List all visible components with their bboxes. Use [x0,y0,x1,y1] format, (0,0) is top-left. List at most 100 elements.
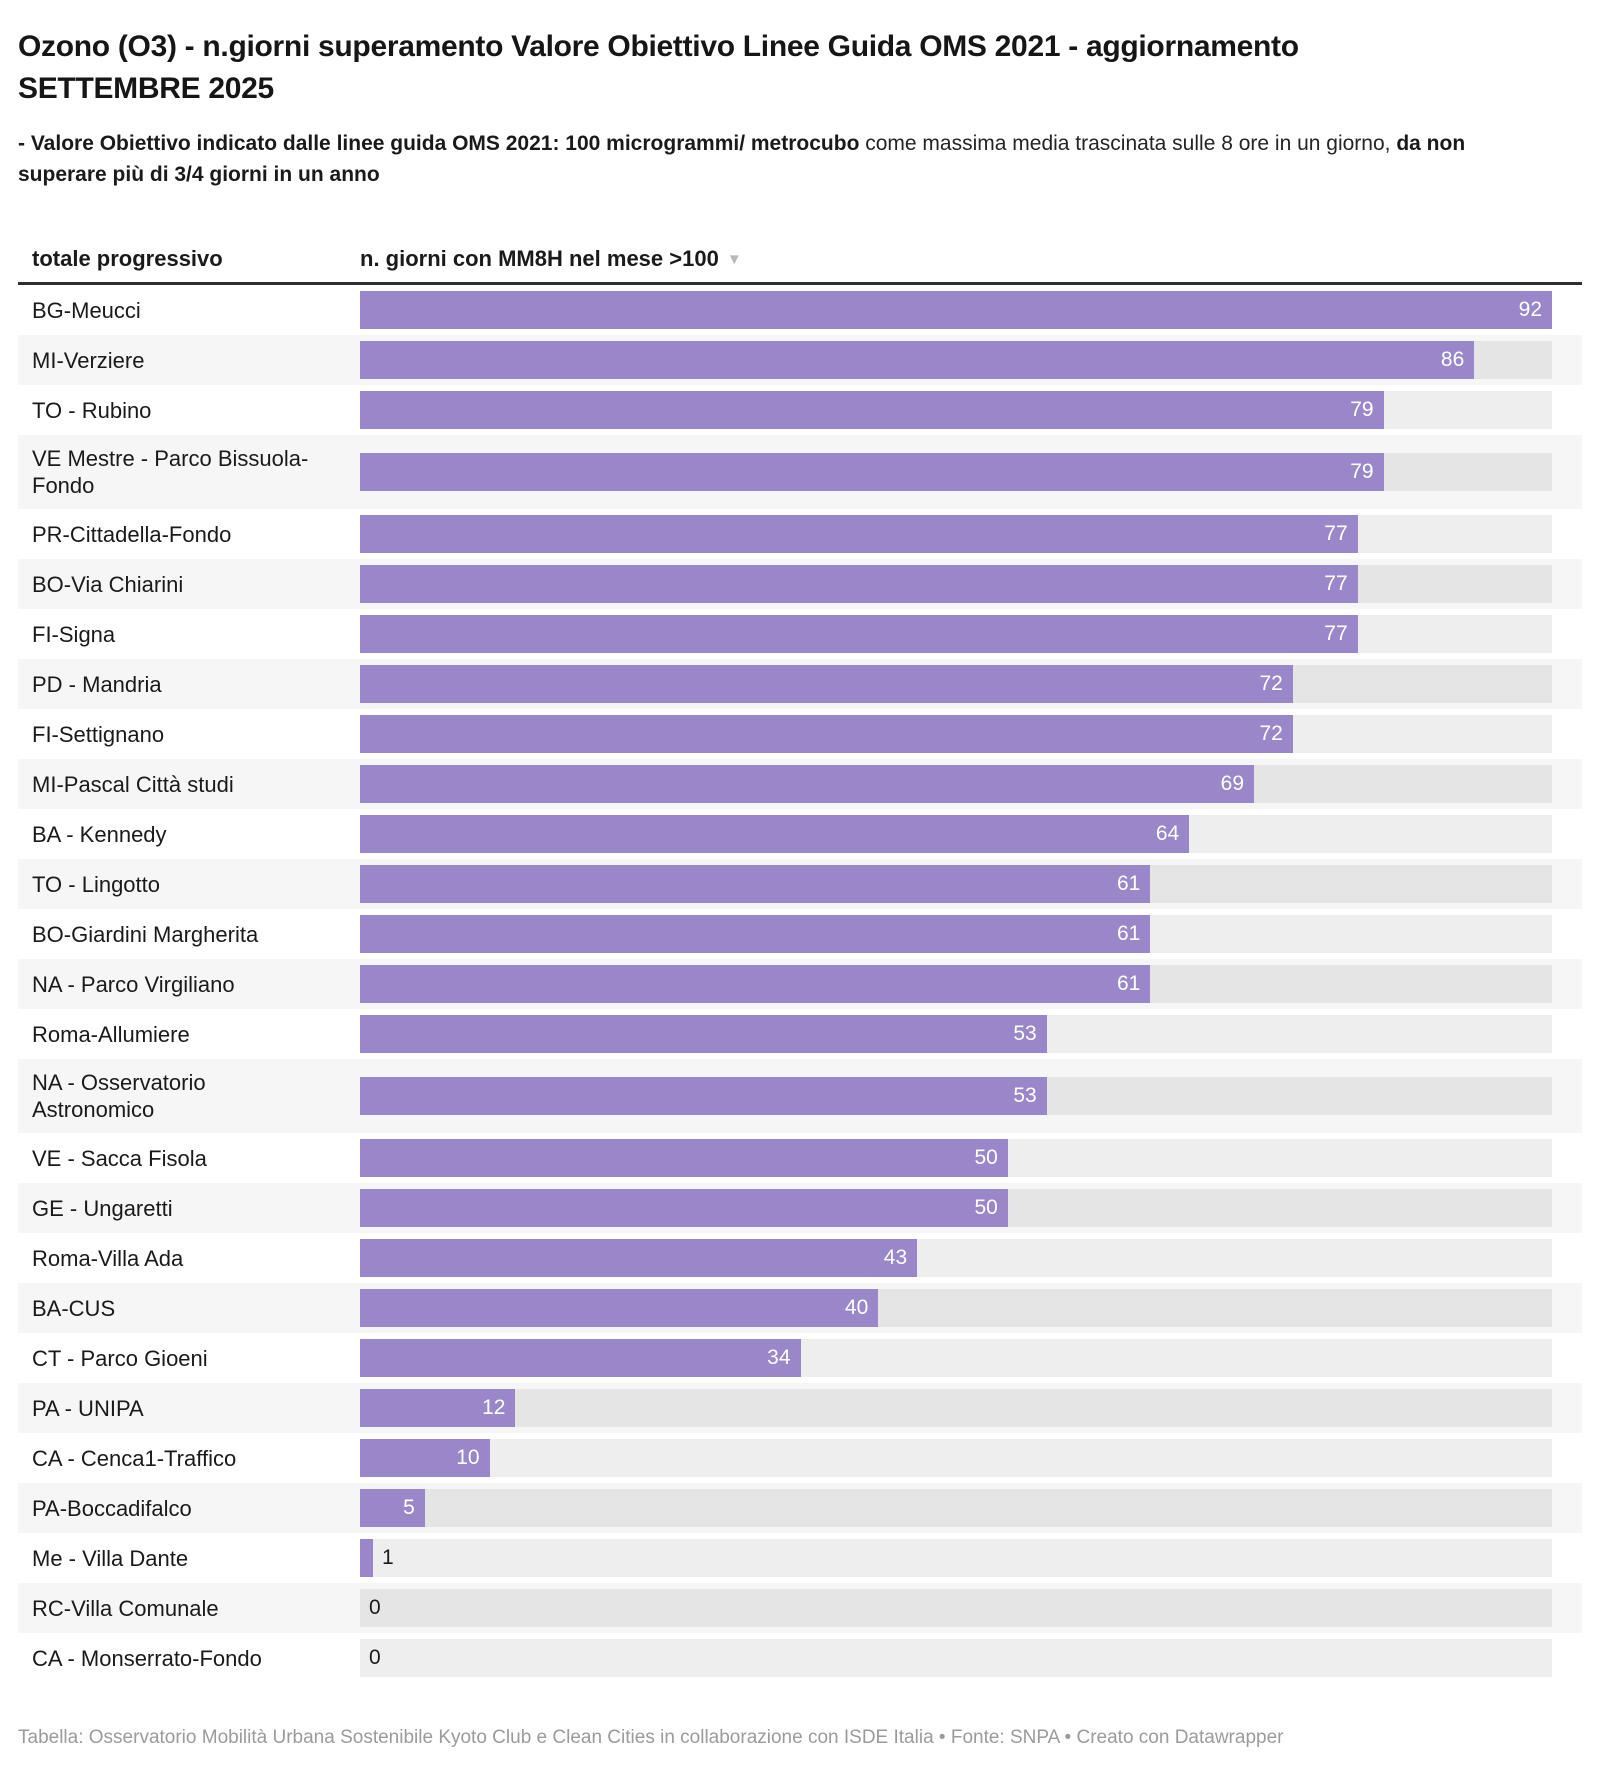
bar-value-label: 69 [1220,772,1244,795]
bar-track: 79 [360,391,1552,429]
station-label: PR-Cittadella-Fondo [32,521,232,547]
bar-track: 0 [360,1639,1552,1677]
table-body: BG-Meucci 92 MI-Verziere 86 TO - Rubino [18,285,1582,1683]
table-row: BA-CUS 40 [18,1283,1582,1333]
bar-cell: 5 [360,1489,1582,1527]
station-label: BO-Giardini Margherita [32,921,259,947]
bar-track: 53 [360,1077,1552,1115]
table-row: VE - Sacca Fisola 50 [18,1133,1582,1183]
column-header-value-sort[interactable]: n. giorni con MM8H nel mese >100 ▼ [360,246,1582,272]
bar: 12 [360,1389,516,1427]
bar-track: 10 [360,1439,1552,1477]
table-row: Roma-Villa Ada 43 [18,1233,1582,1283]
table-row: CT - Parco Gioeni 34 [18,1333,1582,1383]
bar-value-label: 72 [1259,722,1283,745]
bar-track: 61 [360,915,1552,953]
bar-cell: 92 [360,291,1582,329]
bar-value-label: 79 [1350,398,1374,421]
table-row: MI-Pascal Città studi 69 [18,759,1582,809]
bar: 10 [360,1439,490,1477]
bar-value-label: 5 [403,1496,415,1519]
station-label: CA - Cenca1-Traffico [32,1445,237,1471]
table-row: TO - Rubino 79 [18,385,1582,435]
bar-cell: 61 [360,965,1582,1003]
station-label: NA - Parco Virgiliano [32,971,235,997]
bar-track: 34 [360,1339,1552,1377]
table-row: PA - UNIPA 12 [18,1383,1582,1433]
table-row: RC-Villa Comunale 0 [18,1583,1582,1633]
bar: 79 [360,391,1384,429]
bar-value-label-outside: 1 [381,1546,394,1569]
bar-track: 43 [360,1239,1552,1277]
station-label: CT - Parco Gioeni [32,1345,208,1371]
bar-track: 77 [360,515,1552,553]
bar-track: 0 [360,1589,1552,1627]
table-row: PR-Cittadella-Fondo 77 [18,509,1582,559]
bar-cell: 64 [360,815,1582,853]
bar-track: 40 [360,1289,1552,1327]
table-row: GE - Ungaretti 50 [18,1183,1582,1233]
bar-value-label: 79 [1350,460,1374,483]
table-row: MI-Verziere 86 [18,335,1582,385]
bar-cell: 50 [360,1189,1582,1227]
bar: 61 [360,865,1151,903]
bar-value-label: 92 [1518,298,1542,321]
station-label: FI-Signa [32,621,116,647]
header-divider [18,282,1582,285]
bar: 72 [360,665,1293,703]
bar-value-label: 72 [1259,672,1283,695]
bar-cell: 79 [360,391,1582,429]
table-row: NA - Osservatorio Astronomico 53 [18,1059,1582,1133]
table-row: BO-Via Chiarini 77 [18,559,1582,609]
station-label: Me - Villa Dante [32,1545,189,1571]
bar-track: 53 [360,1015,1552,1053]
table-row: FI-Signa 77 [18,609,1582,659]
station-label: PA - UNIPA [32,1395,144,1421]
table-row: Me - Villa Dante 1 [18,1533,1582,1583]
bar-cell: 61 [360,865,1582,903]
table-row: Roma-Allumiere 53 [18,1009,1582,1059]
bar: 77 [360,615,1358,653]
bar-cell: 53 [360,1077,1582,1115]
bar-value-label: 53 [1013,1022,1037,1045]
bar: 77 [360,515,1358,553]
bar-track: 50 [360,1189,1552,1227]
subtitle-regular-segment: come massima media trascinata sulle 8 or… [859,132,1397,155]
bar-cell: 72 [360,715,1582,753]
table-row: NA - Parco Virgiliano 61 [18,959,1582,1009]
station-label: BA - Kennedy [32,821,167,847]
bar: 34 [360,1339,801,1377]
bar-value-label-outside: 0 [369,1596,381,1619]
table-row: CA - Cenca1-Traffico 10 [18,1433,1582,1483]
bar-value-label: 61 [1116,922,1141,945]
table-row: TO - Lingotto 61 [18,859,1582,909]
station-label: GE - Ungaretti [32,1195,173,1221]
bar-cell: 77 [360,565,1582,603]
column-header-value-label: n. giorni con MM8H nel mese >100 [360,246,719,271]
table-row: BA - Kennedy 64 [18,809,1582,859]
subtitle-bold-segment-2: da non superare più di 3/4 giorni in un … [18,132,1466,186]
station-label: FI-Settignano [32,721,165,747]
bar-value-label: 64 [1155,822,1180,845]
station-label: BA-CUS [32,1295,116,1321]
bar-cell: 86 [360,341,1582,379]
bar-cell: 0 [360,1639,1582,1677]
bar-track: 72 [360,715,1552,753]
bar-cell: 43 [360,1239,1582,1277]
station-label: TO - Lingotto [32,871,160,897]
bar-cell: 34 [360,1339,1582,1377]
table-row: BG-Meucci 92 [18,285,1582,335]
bar: 64 [360,815,1190,853]
bar-cell: 61 [360,915,1582,953]
footer-credit: Tabella: Osservatorio Mobilità Urbana So… [18,1727,1284,1748]
station-label: BO-Via Chiarini [32,571,184,597]
station-label: MI-Verziere [32,347,145,373]
bar-track: 77 [360,615,1552,653]
bar-track: 12 [360,1389,1552,1427]
station-label: VE Mestre - Parco Bissuola-Fondo [32,446,309,498]
bar-cell: 53 [360,1015,1582,1053]
bar: 53 [360,1015,1047,1053]
station-label: PD - Mandria [32,671,162,697]
bar-track: 77 [360,565,1552,603]
bar-track: 1 [360,1539,1552,1577]
